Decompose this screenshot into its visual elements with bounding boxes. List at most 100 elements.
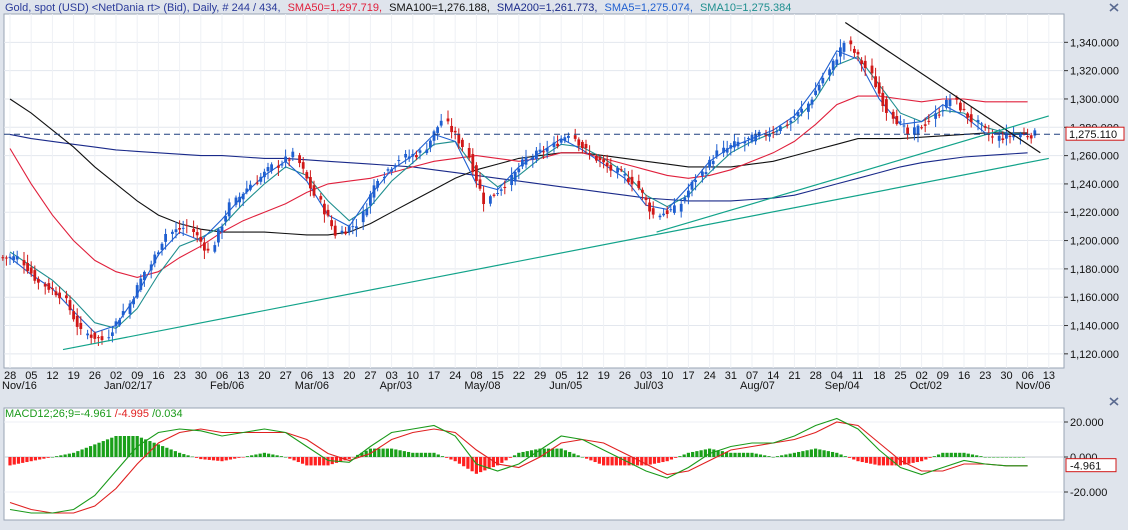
- candle: [227, 198, 231, 221]
- macd-histogram-bar: [814, 448, 818, 457]
- macd-histogram-bar: [29, 457, 33, 462]
- macd-histogram-bar: [640, 457, 644, 466]
- candle: [694, 174, 697, 191]
- macd-histogram-bar: [411, 452, 415, 457]
- macd-histogram-bar: [703, 449, 707, 457]
- candle: [842, 40, 846, 60]
- candle: [217, 227, 220, 247]
- macd-histogram-bar: [966, 453, 970, 457]
- candle: [673, 198, 676, 215]
- candle: [524, 149, 528, 169]
- candle: [386, 167, 390, 175]
- macd-histogram-bar: [360, 452, 364, 457]
- candle: [12, 251, 15, 264]
- macd-histogram-bar: [373, 448, 377, 457]
- candle: [895, 109, 899, 126]
- price-tick-label: 1,180.000: [1070, 264, 1119, 276]
- day-tick-label: 29: [534, 370, 546, 382]
- candle: [849, 36, 853, 52]
- candle: [948, 94, 952, 114]
- candle: [340, 225, 344, 235]
- macd-tick-label: -20.000: [1070, 487, 1107, 499]
- day-tick-label: 03: [386, 370, 398, 382]
- candle: [489, 194, 492, 207]
- candle: [344, 226, 347, 236]
- macd-line: [9, 417, 1028, 514]
- day-tick-label: 21: [788, 370, 800, 382]
- candle: [255, 175, 259, 186]
- macd-histogram-bar: [42, 457, 46, 459]
- macd-histogram-bar: [110, 437, 114, 457]
- candle: [743, 136, 747, 152]
- day-tick-label: 12: [576, 370, 588, 382]
- candle: [471, 148, 475, 176]
- macd-histogram-bar: [746, 452, 750, 457]
- candle: [15, 250, 19, 265]
- candle: [573, 128, 577, 142]
- macd-histogram-bar: [924, 457, 928, 460]
- candle: [906, 124, 909, 140]
- day-tick-label: 28: [810, 370, 822, 382]
- candle: [330, 215, 333, 230]
- day-tick-label: 17: [428, 370, 440, 382]
- candle: [715, 144, 719, 159]
- macd-histogram-bar: [182, 454, 186, 457]
- macd-histogram: [8, 436, 1025, 474]
- macd-histogram-bar: [194, 457, 199, 458]
- candle: [291, 147, 295, 162]
- last-price-label: 1,275.110: [1069, 129, 1117, 141]
- macd-histogram-bar: [80, 449, 84, 457]
- macd-histogram-bar: [843, 456, 847, 457]
- day-tick-label: 13: [322, 370, 334, 382]
- macd-histogram-bar: [928, 457, 932, 458]
- macd-histogram-bar: [809, 449, 813, 457]
- candle: [927, 114, 931, 125]
- day-tick-label: 20: [258, 370, 270, 382]
- macd-histogram-bar: [525, 451, 529, 457]
- month-tick-label: May/08: [464, 380, 500, 392]
- candle: [736, 137, 740, 149]
- candle: [542, 145, 545, 160]
- candle: [284, 149, 287, 169]
- candle: [171, 229, 174, 242]
- day-tick-label: 16: [152, 370, 164, 382]
- macd-last-label: -4.961: [1070, 461, 1101, 473]
- candle: [174, 221, 178, 239]
- macd-histogram-bar: [33, 457, 38, 461]
- macd-histogram-bar: [691, 451, 695, 457]
- candle: [86, 329, 89, 340]
- candle: [605, 154, 609, 173]
- candle: [439, 113, 443, 128]
- price-pane-background: [3, 13, 1065, 369]
- candle: [58, 286, 61, 305]
- candle: [959, 100, 962, 113]
- close-macd-pane-icon[interactable]: [1109, 397, 1119, 406]
- macd-histogram-bar: [551, 448, 555, 457]
- macd-histogram-bar: [50, 457, 54, 458]
- candle: [323, 199, 326, 223]
- macd-histogram-bar: [903, 457, 907, 465]
- macd-histogram-bar: [949, 452, 953, 457]
- candle: [333, 220, 337, 239]
- macd-histogram-bar: [635, 457, 640, 466]
- macd-histogram-bar: [864, 457, 869, 463]
- macd-histogram-bar: [453, 457, 457, 462]
- histogram-readout: /0.034: [152, 408, 183, 420]
- macd-histogram-bar: [835, 452, 839, 457]
- macd-histogram-bar: [805, 450, 809, 457]
- day-tick-label: 10: [407, 370, 419, 382]
- macd-histogram-bar: [737, 452, 741, 457]
- macd-histogram-bar: [25, 457, 29, 463]
- candle: [771, 125, 775, 139]
- macd-histogram-bar: [1000, 457, 1004, 458]
- candle: [969, 107, 973, 128]
- close-price-pane-icon[interactable]: [1108, 2, 1120, 12]
- candle: [309, 170, 312, 197]
- candle: [679, 198, 683, 218]
- candle: [305, 170, 309, 181]
- candle: [266, 162, 270, 180]
- month-tick-label: Mar/06: [295, 380, 329, 392]
- candle: [683, 194, 687, 204]
- macd-histogram-bar: [856, 457, 860, 462]
- candle: [128, 300, 132, 319]
